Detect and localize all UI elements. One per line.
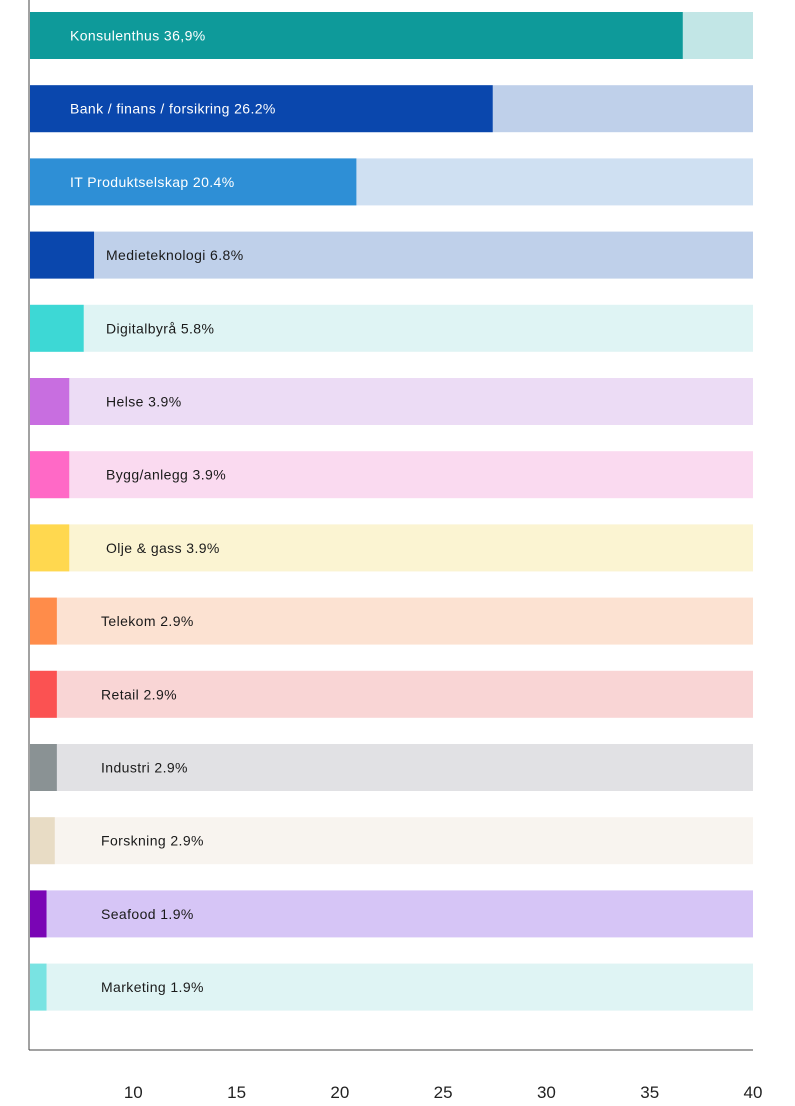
x-tick-label: 10 bbox=[124, 1083, 143, 1101]
bar-label: Retail 2.9% bbox=[101, 686, 177, 702]
bar bbox=[30, 451, 70, 499]
x-tick-label: 40 bbox=[744, 1083, 763, 1101]
x-tick-label: 25 bbox=[434, 1083, 453, 1101]
x-tick-label: 35 bbox=[640, 1083, 659, 1101]
bar bbox=[30, 304, 84, 352]
x-tick-labels: 10 15 20 25 30 35 40 bbox=[124, 1083, 763, 1102]
x-tick-label: 30 bbox=[537, 1083, 556, 1101]
bar-track bbox=[30, 744, 753, 791]
axes-layer bbox=[28, 0, 753, 1051]
bar-group: Marketing 1.9% bbox=[30, 963, 753, 1011]
bar-group: Seafood 1.9% bbox=[30, 890, 753, 938]
bar-group: Bygg/anlegg 3.9% bbox=[30, 451, 753, 499]
bar bbox=[30, 744, 57, 791]
bar-group: Helse 3.9% bbox=[30, 378, 753, 425]
bar-group: Medieteknologi 6.8% bbox=[30, 231, 753, 279]
bar bbox=[30, 670, 57, 718]
bar bbox=[30, 524, 70, 572]
bar-label: Konsulenthus 36,9% bbox=[70, 28, 206, 44]
bar bbox=[30, 85, 493, 133]
bar-label: Medieteknologi 6.8% bbox=[106, 247, 244, 263]
bar bbox=[30, 231, 95, 279]
bar-track bbox=[30, 670, 753, 718]
x-tick-label: 20 bbox=[330, 1083, 349, 1101]
bar bbox=[30, 963, 47, 1011]
bar-label: Forskning 2.9% bbox=[101, 833, 204, 849]
bar-group: Retail 2.9% bbox=[30, 670, 753, 718]
bar-group: Olje & gass 3.9% bbox=[30, 524, 753, 572]
bar-group: Industri 2.9% bbox=[30, 744, 753, 791]
bars-layer: Konsulenthus 36,9% Bank / finans / forsik… bbox=[30, 12, 753, 1011]
bar-track bbox=[30, 304, 753, 352]
x-tick-label: 15 bbox=[227, 1083, 246, 1101]
bar bbox=[30, 378, 70, 425]
bar-group: Bank / finans / forsikring 26.2% bbox=[30, 85, 753, 133]
bar-label: IT Produktselskap 20.4% bbox=[70, 174, 235, 190]
bar-label: Marketing 1.9% bbox=[101, 979, 204, 995]
bar bbox=[30, 597, 57, 645]
bar-group: IT Produktselskap 20.4% bbox=[30, 158, 753, 206]
bar bbox=[30, 890, 47, 938]
bar-group: Forskning 2.9% bbox=[30, 817, 753, 865]
bar-group: Digitalbyrå 5.8% bbox=[30, 304, 753, 352]
bar-track bbox=[30, 378, 753, 425]
bar-track bbox=[30, 231, 753, 279]
bar-track bbox=[30, 597, 753, 645]
bar-label: Telekom 2.9% bbox=[101, 613, 194, 629]
bar-label: Digitalbyrå 5.8% bbox=[106, 320, 214, 336]
bar-track bbox=[30, 963, 753, 1011]
bar-label: Bank / finans / forsikring 26.2% bbox=[70, 101, 276, 117]
bar-track bbox=[30, 890, 753, 938]
bar bbox=[30, 158, 357, 206]
bar bbox=[30, 817, 55, 865]
bar bbox=[30, 12, 683, 59]
bar-label: Bygg/anlegg 3.9% bbox=[106, 467, 226, 483]
bar-group: Telekom 2.9% bbox=[30, 597, 753, 645]
bar-label: Helse 3.9% bbox=[106, 394, 182, 410]
bar-track bbox=[30, 451, 753, 499]
bar-label: Olje & gass 3.9% bbox=[106, 540, 220, 556]
bar-group: Konsulenthus 36,9% bbox=[30, 12, 753, 59]
bar-label: Seafood 1.9% bbox=[101, 906, 194, 922]
bar-track bbox=[30, 817, 753, 865]
bar-track bbox=[30, 524, 753, 572]
bar-label: Industri 2.9% bbox=[101, 760, 188, 776]
